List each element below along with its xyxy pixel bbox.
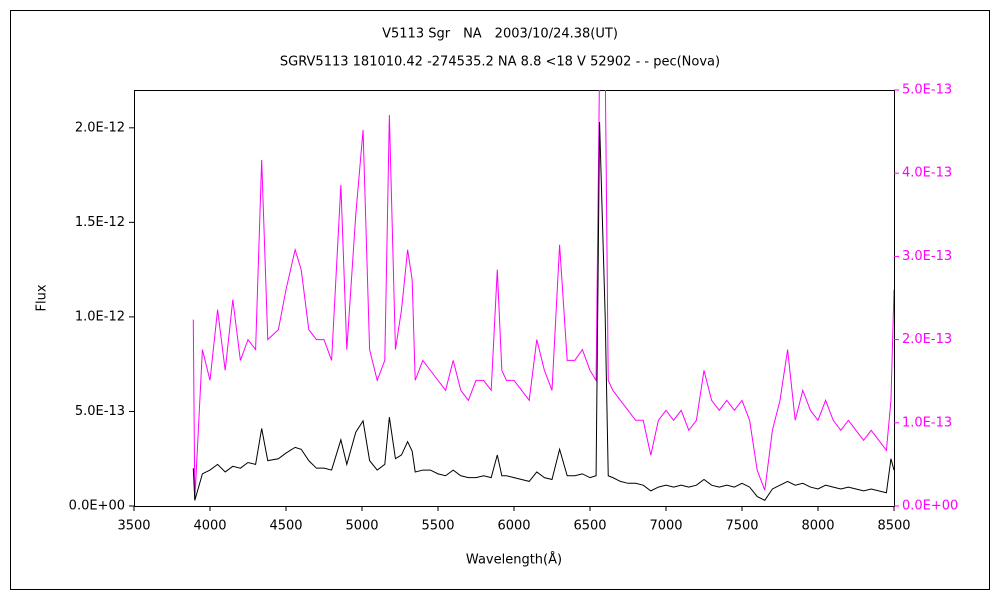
y2-tick-label: 4.0E-13: [902, 166, 952, 181]
y-tick-label: 1.0E-12: [75, 309, 125, 324]
x-tick-label: 8000: [801, 519, 834, 534]
x-tick-label: 3500: [117, 519, 150, 534]
y2-tick-label: 2.0E-13: [902, 332, 952, 347]
y-tick-label: 0.0E+00: [69, 499, 125, 514]
x-axis-label: Wavelength(Å): [466, 552, 562, 568]
x-tick-label: 6000: [497, 519, 530, 534]
chart-subtitle: SGRV5113 181010.42 -274535.2 NA 8.8 <18 …: [280, 55, 720, 70]
y-tick-label: 1.5E-12: [75, 215, 125, 230]
y-tick-label: 2.0E-12: [75, 120, 125, 135]
plot-area: [134, 90, 895, 507]
x-tick-label: 4000: [193, 519, 226, 534]
y-axis-label: Flux: [35, 284, 50, 311]
x-tick-label: 8500: [877, 519, 910, 534]
x-tick-label: 5000: [345, 519, 378, 534]
chart-title: V5113 Sgr NA 2003/10/24.38(UT): [382, 27, 618, 42]
series-line: [192, 122, 894, 501]
x-tick-label: 5500: [421, 519, 454, 534]
x-tick-label: 7000: [649, 519, 682, 534]
x-tick-label: 4500: [269, 519, 302, 534]
x-tick-label: 7500: [725, 519, 758, 534]
y2-tick-label: 5.0E-13: [902, 83, 952, 98]
y2-tick-label: 3.0E-13: [902, 249, 952, 264]
y2-tick-label: 0.0E+00: [902, 499, 958, 514]
y-tick-label: 5.0E-13: [75, 404, 125, 419]
series-line: [192, 90, 894, 501]
y2-tick-label: 1.0E-13: [902, 415, 952, 430]
x-tick-label: 6500: [573, 519, 606, 534]
